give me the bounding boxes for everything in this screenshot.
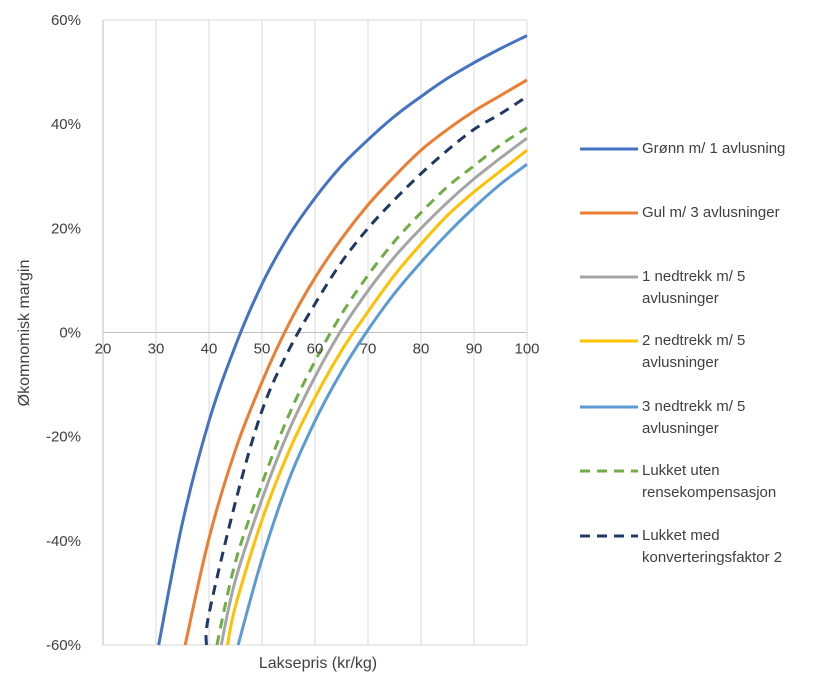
x-tick-label: 20 (95, 341, 112, 358)
series-line-3 (226, 149, 528, 646)
legend-item-1-nedtrekk: 1 nedtrekk m/ 5 avlusninger (578, 266, 822, 310)
legend-item-lukket-uten: Lukket uten rensekompensasjon (578, 460, 832, 504)
x-tick-label: 70 (360, 341, 377, 358)
legend-label: Lukket uten rensekompensasjon (642, 462, 777, 501)
x-axis-title: Laksepris (kr/kg) (259, 655, 377, 672)
x-tick-label: 60 (307, 341, 324, 358)
y-axis-title: Økomnomisk margin (16, 260, 33, 407)
legend-swatch (580, 469, 638, 473)
legend-item-2-nedtrekk: 2 nedtrekk m/ 5 avlusninger (578, 330, 822, 374)
y-axis-tick-labels: 60% 40% 20% 0% -20% -40% -60% (46, 12, 81, 654)
x-tick-label: 50 (254, 341, 271, 358)
legend-item-gronn: Grønn m/ 1 avlusning (578, 138, 785, 160)
x-tick-label: 40 (201, 341, 218, 358)
x-tick-label: 80 (413, 341, 430, 358)
axes (102, 20, 527, 645)
y-tick-label: 20% (51, 220, 81, 237)
legend-swatch (580, 405, 638, 409)
x-tick-label: 100 (514, 341, 539, 358)
legend-label: Grønn m/ 1 avlusning (642, 140, 786, 157)
x-axis-tick-labels: 20 30 40 50 60 70 80 90 100 (95, 341, 540, 358)
x-tick-label: 90 (466, 341, 483, 358)
y-tick-label: -40% (46, 533, 81, 550)
legend-label: Gul m/ 3 avlusninger (642, 204, 780, 221)
series-line-4 (236, 163, 528, 646)
legend-item-3-nedtrekk: 3 nedtrekk m/ 5 avlusninger (578, 396, 822, 440)
series-lines (157, 34, 528, 646)
series-line-6 (204, 95, 528, 646)
series-line-2 (219, 136, 528, 646)
legend-label: 1 nedtrekk m/ 5 avlusninger (642, 268, 746, 307)
y-tick-label: 40% (51, 116, 81, 133)
series-line-0 (157, 34, 528, 646)
legend-label: 2 nedtrekk m/ 5 avlusninger (642, 332, 746, 371)
y-tick-label: -20% (46, 429, 81, 446)
series-line-5 (215, 126, 528, 646)
legend-swatch (580, 275, 638, 279)
legend-label: Lukket med konverteringsfaktor 2 (642, 527, 783, 566)
legend-swatch (580, 147, 638, 151)
horizontal-gridlines (103, 19, 527, 646)
legend-item-lukket-med: Lukket med konverteringsfaktor 2 (578, 525, 834, 569)
legend-item-gul: Gul m/ 3 avlusninger (578, 202, 780, 224)
legend-swatch (580, 534, 638, 538)
series-line-1 (183, 78, 528, 646)
legend-label: 3 nedtrekk m/ 5 avlusninger (642, 398, 746, 437)
y-tick-label: 60% (51, 12, 81, 29)
y-tick-label: 0% (59, 325, 81, 342)
x-tick-label: 30 (148, 341, 165, 358)
y-tick-label: -60% (46, 637, 81, 654)
legend-swatch (580, 339, 638, 343)
legend-swatch (580, 211, 638, 215)
